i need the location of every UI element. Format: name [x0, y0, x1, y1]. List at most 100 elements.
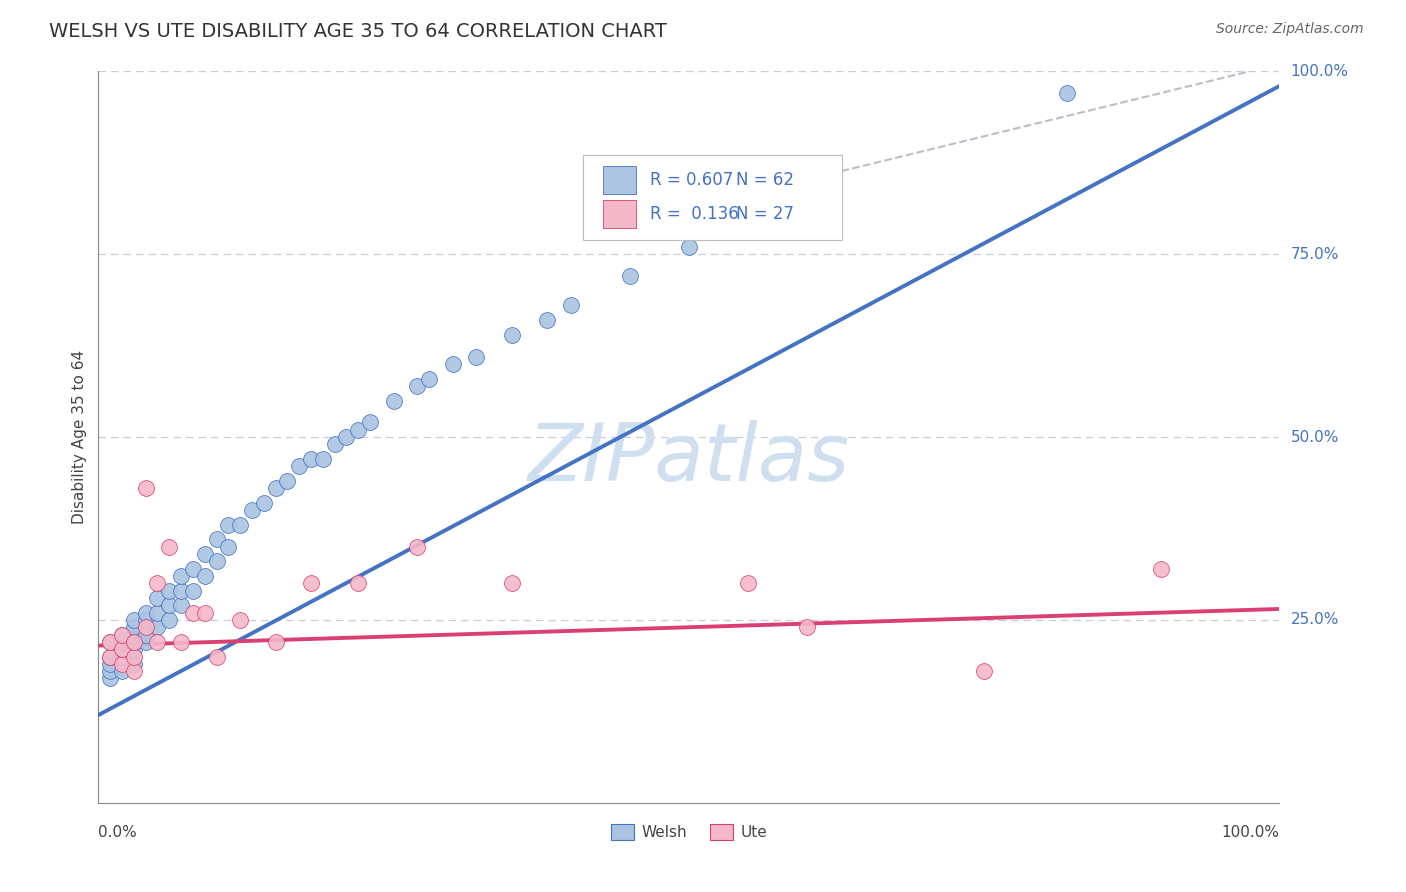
Point — [276, 474, 298, 488]
Point — [98, 635, 121, 649]
Point — [737, 211, 759, 225]
Point — [146, 576, 169, 591]
Point — [1056, 87, 1078, 101]
Point — [323, 437, 346, 451]
Point — [157, 583, 180, 598]
Point — [205, 649, 228, 664]
Point — [181, 562, 204, 576]
Point — [157, 540, 180, 554]
Point — [111, 642, 134, 657]
Point — [382, 393, 405, 408]
Point — [194, 547, 217, 561]
Text: 75.0%: 75.0% — [1291, 247, 1339, 261]
Point — [98, 657, 121, 671]
Point — [264, 635, 287, 649]
FancyBboxPatch shape — [582, 155, 842, 240]
Point — [205, 554, 228, 568]
Point — [406, 540, 429, 554]
Text: N = 62: N = 62 — [737, 170, 794, 188]
Point — [170, 569, 193, 583]
Point — [122, 664, 145, 678]
Point — [122, 649, 145, 664]
Point — [536, 313, 558, 327]
Point — [229, 517, 252, 532]
Point — [170, 599, 193, 613]
Point — [560, 298, 582, 312]
Point — [98, 664, 121, 678]
Point — [796, 620, 818, 634]
Point — [135, 606, 157, 620]
Point — [347, 576, 370, 591]
Point — [619, 269, 641, 284]
Point — [122, 613, 145, 627]
Text: N = 27: N = 27 — [737, 205, 794, 223]
Point — [135, 481, 157, 495]
Point — [98, 649, 121, 664]
Point — [146, 591, 169, 605]
Point — [170, 635, 193, 649]
Point — [157, 613, 180, 627]
Point — [288, 459, 311, 474]
Point — [737, 576, 759, 591]
Point — [111, 642, 134, 657]
Point — [465, 350, 488, 364]
Point — [146, 606, 169, 620]
Text: Source: ZipAtlas.com: Source: ZipAtlas.com — [1216, 22, 1364, 37]
Point — [98, 672, 121, 686]
Bar — [603, 166, 636, 194]
Point — [135, 620, 157, 634]
Point — [157, 599, 180, 613]
Point — [406, 379, 429, 393]
Point — [194, 606, 217, 620]
Point — [135, 613, 157, 627]
Point — [111, 627, 134, 641]
Point — [98, 649, 121, 664]
Point — [146, 635, 169, 649]
Point — [181, 606, 204, 620]
Point — [501, 327, 523, 342]
Text: ZIPatlas: ZIPatlas — [527, 420, 851, 498]
Point — [111, 664, 134, 678]
Point — [253, 496, 276, 510]
Y-axis label: Disability Age 35 to 64: Disability Age 35 to 64 — [72, 350, 87, 524]
Point — [111, 635, 134, 649]
Bar — [603, 200, 636, 227]
Point — [229, 613, 252, 627]
Point — [418, 371, 440, 385]
Point — [135, 635, 157, 649]
Text: WELSH VS UTE DISABILITY AGE 35 TO 64 CORRELATION CHART: WELSH VS UTE DISABILITY AGE 35 TO 64 COR… — [49, 22, 666, 41]
Point — [122, 657, 145, 671]
Point — [135, 627, 157, 641]
Text: 25.0%: 25.0% — [1291, 613, 1339, 627]
Point — [312, 452, 335, 467]
Text: 0.0%: 0.0% — [98, 825, 138, 839]
Text: R = 0.607: R = 0.607 — [650, 170, 733, 188]
Point — [217, 517, 239, 532]
Text: 100.0%: 100.0% — [1222, 825, 1279, 839]
Text: 50.0%: 50.0% — [1291, 430, 1339, 444]
Point — [678, 240, 700, 254]
Point — [205, 533, 228, 547]
Text: R =  0.136: R = 0.136 — [650, 205, 738, 223]
Point — [359, 416, 381, 430]
Point — [347, 423, 370, 437]
Legend: Welsh, Ute: Welsh, Ute — [605, 818, 773, 847]
Point — [194, 569, 217, 583]
Point — [973, 664, 995, 678]
Point — [122, 627, 145, 641]
Point — [240, 503, 263, 517]
Point — [441, 357, 464, 371]
Point — [122, 635, 145, 649]
Point — [122, 620, 145, 634]
Point — [170, 583, 193, 598]
Point — [335, 430, 357, 444]
Point — [796, 181, 818, 195]
Point — [217, 540, 239, 554]
Point — [146, 620, 169, 634]
Point — [501, 576, 523, 591]
Point — [122, 642, 145, 657]
Point — [111, 627, 134, 641]
Point — [111, 649, 134, 664]
Point — [299, 452, 322, 467]
Point — [1150, 562, 1173, 576]
